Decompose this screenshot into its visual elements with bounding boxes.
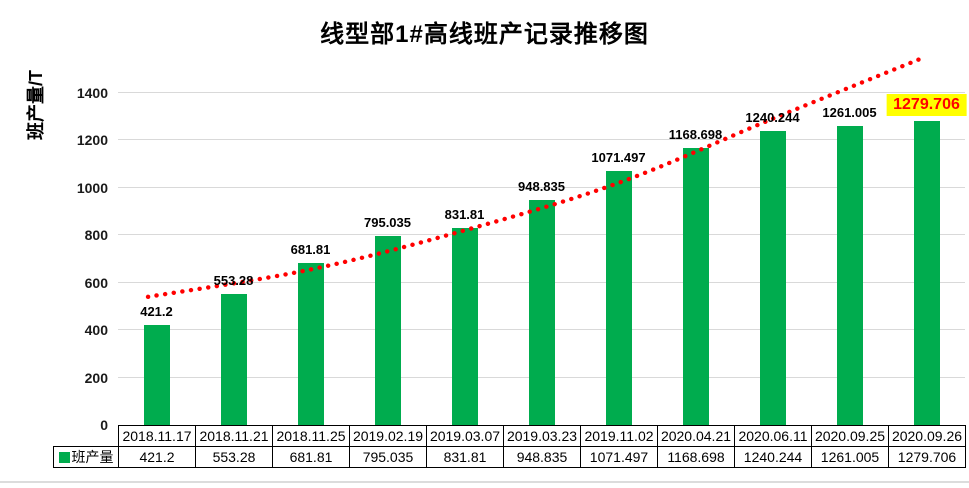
y-tick-label: 400 (84, 322, 108, 339)
bar (836, 125, 863, 425)
legend-cell: 班产量 (53, 446, 119, 468)
bar (759, 130, 786, 425)
bar (297, 263, 324, 425)
table-date-cell: 2019.11.02 (580, 425, 658, 447)
table-value-cell: 681.81 (272, 446, 350, 468)
table-date-cell: 2020.06.11 (734, 425, 812, 447)
table-value-cell: 421.2 (118, 446, 196, 468)
table-value-cell: 1261.005 (811, 446, 889, 468)
bar (605, 170, 632, 425)
bar (451, 227, 478, 425)
plot-area (118, 69, 965, 425)
y-tick-label: 200 (84, 369, 108, 386)
table-date-cell: 2020.04.21 (657, 425, 735, 447)
bar (913, 121, 940, 425)
table-value-cell: 1168.698 (657, 446, 735, 468)
y-tick-label: 0 (100, 417, 108, 433)
table-date-cell: 2019.02.19 (349, 425, 427, 447)
table-value-cell: 948.835 (503, 446, 581, 468)
y-tick-label: 1400 (76, 84, 108, 101)
table-value-cell: 1071.497 (580, 446, 658, 468)
y-tick-label: 600 (84, 274, 108, 291)
table-value-cell: 795.035 (349, 446, 427, 468)
table-date-cell: 2020.09.25 (811, 425, 889, 447)
bar (682, 147, 709, 425)
bar (374, 236, 401, 425)
window-bottom-divider (0, 481, 969, 483)
table-date-cell: 2019.03.07 (426, 425, 504, 447)
table-date-cell: 2019.03.23 (503, 425, 581, 447)
table-value-cell: 1240.244 (734, 446, 812, 468)
bar (220, 293, 247, 425)
table-date-cell: 2018.11.17 (118, 425, 196, 447)
table-date-cell: 2020.09.26 (888, 425, 966, 447)
table-value-cell: 831.81 (426, 446, 504, 468)
legend-marker-icon (58, 452, 70, 463)
y-axis-title: 班产量/T (26, 70, 46, 140)
table-date-cell: 2018.11.21 (195, 425, 273, 447)
y-tick-label: 800 (84, 227, 108, 244)
y-tick-label: 1000 (76, 179, 108, 196)
bar (143, 325, 170, 425)
gridline (118, 91, 965, 93)
table-value-cell: 1279.706 (888, 446, 966, 468)
table-date-cell: 2018.11.25 (272, 425, 350, 447)
table-corner-blank (54, 426, 119, 447)
bar (528, 199, 555, 425)
legend-label: 班产量 (71, 449, 114, 465)
table-value-cell: 553.28 (195, 446, 273, 468)
data-table: 2018.11.17 2018.11.21 2018.11.25 2019.02.19… (53, 425, 966, 468)
chart-title: 线型部1#高线班产记录推移图 (320, 21, 649, 48)
y-tick-label: 1200 (76, 132, 108, 149)
